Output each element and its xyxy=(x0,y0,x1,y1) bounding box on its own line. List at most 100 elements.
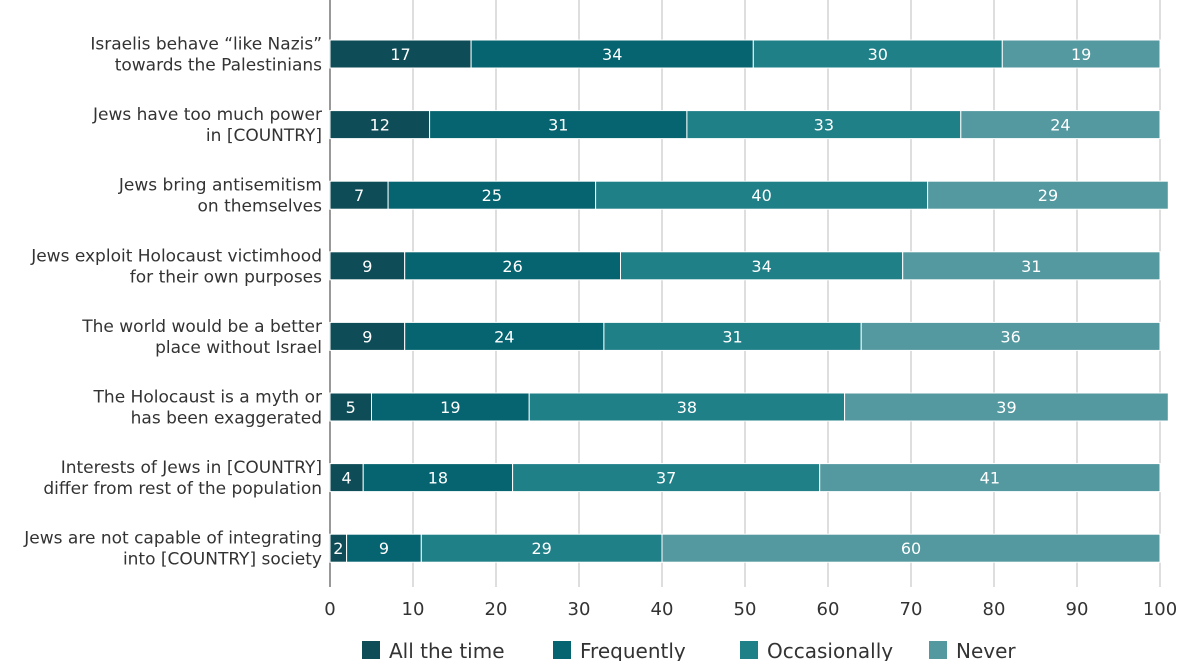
category-label: differ from rest of the population xyxy=(43,479,322,499)
category-label: in [COUNTRY] xyxy=(206,126,322,146)
data-label: 31 xyxy=(722,327,742,346)
bar-segment xyxy=(329,392,372,422)
bar-segment xyxy=(512,463,821,493)
x-axis: 0 10 20 30 40 50 60 70 80 90 100 xyxy=(324,599,1177,620)
data-label: 17 xyxy=(390,45,410,64)
category-label: Israelis behave “like Nazis” xyxy=(90,35,322,55)
gridlines xyxy=(329,0,1161,587)
bar-segment xyxy=(429,110,688,140)
category-label: on themselves xyxy=(198,197,323,217)
bar-segment xyxy=(329,110,431,140)
data-label: 29 xyxy=(531,539,551,558)
data-label: 39 xyxy=(996,398,1016,417)
bar-segment xyxy=(528,392,846,422)
data-label: 33 xyxy=(814,116,834,135)
x-tick-label: 50 xyxy=(734,599,757,620)
category-label: into [COUNTRY] society xyxy=(123,550,322,570)
data-label: 5 xyxy=(346,398,356,417)
bar-segment xyxy=(371,392,530,422)
legend: All the time Frequently Occasionally Never xyxy=(362,639,1016,661)
bar-segment xyxy=(470,39,754,69)
legend-label: Frequently xyxy=(580,639,686,661)
data-label: 18 xyxy=(428,469,448,488)
category-label: towards the Palestinians xyxy=(115,56,322,76)
category-label: The world would be a better xyxy=(81,317,322,337)
bar-segment xyxy=(902,251,1161,281)
data-label: 31 xyxy=(548,116,568,135)
category-labels: Israelis behave “like Nazis”towards the … xyxy=(23,35,322,570)
bar-segment xyxy=(661,533,1161,563)
data-label: 7 xyxy=(354,186,364,205)
category-label: Interests of Jews in [COUNTRY] xyxy=(61,458,322,478)
x-tick-label: 70 xyxy=(900,599,923,620)
bar-segment xyxy=(387,180,597,210)
bar-segment xyxy=(595,180,929,210)
x-tick-label: 0 xyxy=(324,599,335,620)
data-label: 38 xyxy=(677,398,697,417)
data-label: 19 xyxy=(440,398,460,417)
bar-segment xyxy=(927,180,1169,210)
bar-segment xyxy=(329,251,406,281)
data-label: 40 xyxy=(751,186,771,205)
x-tick-label: 20 xyxy=(485,599,508,620)
data-label: 12 xyxy=(370,116,390,135)
data-label: 25 xyxy=(482,186,502,205)
data-label: 26 xyxy=(502,257,522,276)
bar-segment xyxy=(844,392,1169,422)
data-label: 60 xyxy=(901,539,921,558)
data-label: 41 xyxy=(980,469,1000,488)
category-label: Jews have too much power xyxy=(92,105,322,125)
data-label: 2 xyxy=(333,539,343,558)
x-tick-label: 40 xyxy=(651,599,674,620)
category-label: The Holocaust is a myth or xyxy=(93,388,322,408)
category-label: Jews exploit Holocaust victimhood xyxy=(30,246,322,266)
data-label: 9 xyxy=(362,257,372,276)
data-label: 31 xyxy=(1021,257,1041,276)
bar-segment xyxy=(404,321,605,351)
bar-segment xyxy=(346,533,422,563)
x-tick-label: 80 xyxy=(983,599,1006,620)
legend-label: Never xyxy=(956,639,1016,661)
bar-segment xyxy=(620,251,904,281)
data-label: 24 xyxy=(494,327,514,346)
data-label: 37 xyxy=(656,469,676,488)
legend-swatch xyxy=(553,641,571,659)
category-label: has been exaggerated xyxy=(131,409,322,429)
data-label: 9 xyxy=(379,539,389,558)
bar-segment xyxy=(1001,39,1161,69)
bar-segment xyxy=(329,39,472,69)
bar-segment xyxy=(603,321,862,351)
bar-segment xyxy=(362,463,514,493)
data-label: 34 xyxy=(602,45,622,64)
x-tick-label: 10 xyxy=(402,599,425,620)
category-label: Jews bring antisemitism xyxy=(118,176,322,196)
category-label: Jews are not capable of integrating xyxy=(23,529,322,549)
data-label: 30 xyxy=(868,45,888,64)
data-label: 19 xyxy=(1071,45,1091,64)
legend-swatch xyxy=(362,641,380,659)
data-label: 24 xyxy=(1050,116,1070,135)
bar-segment xyxy=(404,251,622,281)
bar-segment xyxy=(329,321,406,351)
x-tick-label: 60 xyxy=(817,599,840,620)
legend-label: Occasionally xyxy=(767,639,893,661)
data-label: 29 xyxy=(1038,186,1058,205)
x-tick-label: 100 xyxy=(1143,599,1177,620)
legend-swatch xyxy=(740,641,758,659)
category-label: for their own purposes xyxy=(130,267,322,287)
data-label: 36 xyxy=(1000,327,1020,346)
data-label: 4 xyxy=(342,469,352,488)
bar-segment xyxy=(860,321,1161,351)
bar-segment xyxy=(329,180,389,210)
x-tick-label: 90 xyxy=(1066,599,1089,620)
category-label: place without Israel xyxy=(155,338,322,358)
data-label: 9 xyxy=(362,327,372,346)
legend-label: All the time xyxy=(389,639,505,661)
x-tick-label: 30 xyxy=(568,599,591,620)
bar-segment xyxy=(686,110,962,140)
bar-segment xyxy=(960,110,1161,140)
data-label: 34 xyxy=(751,257,771,276)
legend-swatch xyxy=(929,641,947,659)
